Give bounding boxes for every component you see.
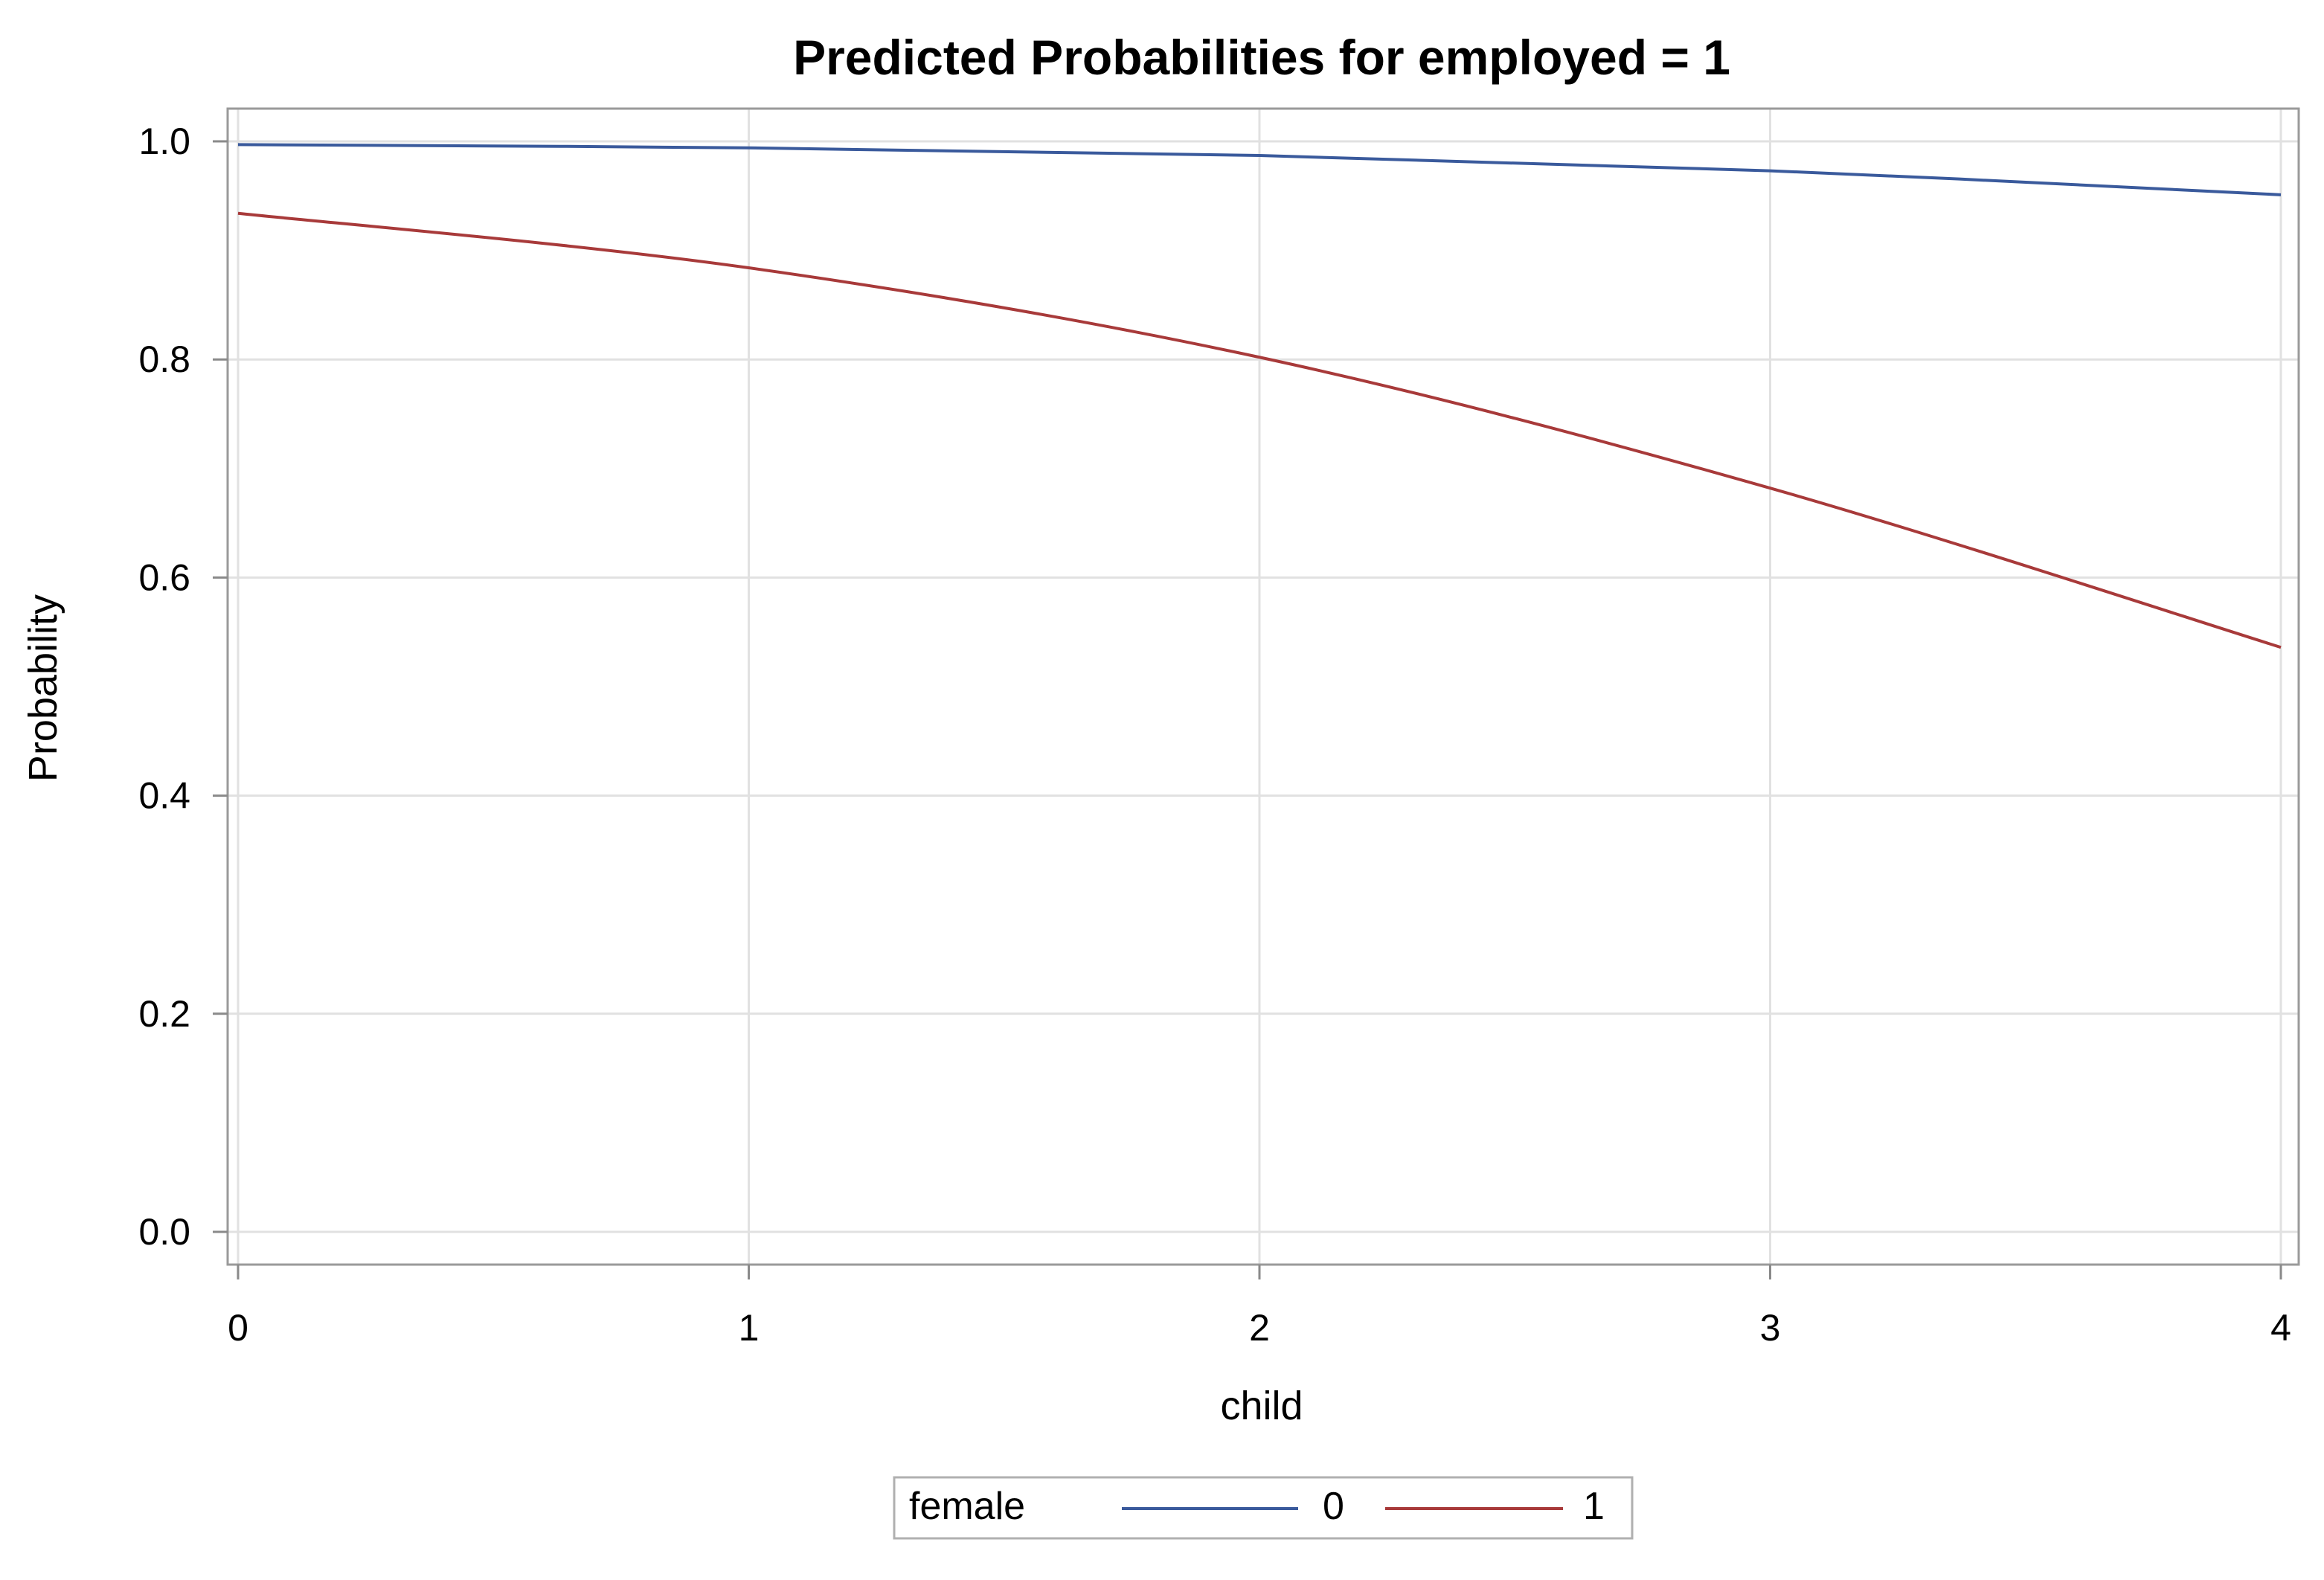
- x-tick-label: 1: [739, 1307, 760, 1349]
- y-tick-label: 0.2: [138, 993, 190, 1035]
- y-axis-label: Probability: [21, 594, 65, 782]
- series-line-female-0: [237, 143, 2282, 196]
- x-tick-label: 4: [2270, 1307, 2291, 1349]
- axes: 0.0 0.2 0.4 0.6 0.8 1.0 0 1 2 3 4: [138, 121, 2291, 1349]
- legend: female 0 1: [893, 1476, 1634, 1540]
- x-axis-label: child: [1220, 1384, 1303, 1428]
- series-lines: [237, 143, 2282, 649]
- legend-label-female-1: 1: [1583, 1485, 1605, 1528]
- y-tick-label: 0.6: [138, 556, 190, 598]
- legend-title: female: [909, 1485, 1025, 1528]
- x-tick-label: 3: [1760, 1307, 1781, 1349]
- y-tick-label: 0.0: [138, 1211, 190, 1253]
- legend-label-female-0: 0: [1323, 1485, 1344, 1528]
- x-tick-label: 2: [1249, 1307, 1270, 1349]
- y-tick-label: 0.4: [138, 775, 190, 817]
- y-tick-label: 1.0: [138, 121, 190, 162]
- y-tick-label: 0.8: [138, 338, 190, 380]
- chart-title: Predicted Probabilities for employed = 1: [793, 30, 1730, 85]
- x-tick-label: 0: [228, 1307, 248, 1349]
- series-line-female-1: [237, 211, 2282, 649]
- plot-frame: [226, 107, 2300, 1266]
